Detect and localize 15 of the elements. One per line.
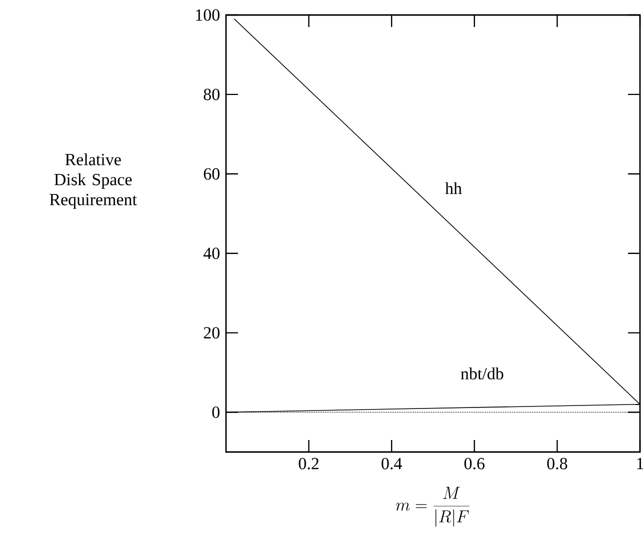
y-tick-label: 40 <box>203 248 220 260</box>
series-label: nbt/db <box>460 367 504 380</box>
x-tick-label: 0.8 <box>547 458 568 470</box>
y-tick-label: 60 <box>204 168 220 180</box>
x-tick-label: 0.4 <box>382 458 402 470</box>
series-label: hh <box>445 182 462 194</box>
y-tick-label: 100 <box>196 9 220 21</box>
y-tick-label: 0 <box>212 406 220 418</box>
x-tick-label: 0.2 <box>298 458 318 470</box>
y-axis-title: Relative Disk Space Requirement <box>50 153 137 209</box>
y-tick-label: 80 <box>204 88 220 100</box>
x-tick-label: 0.6 <box>464 458 485 470</box>
x-tick-label: 1 <box>637 458 643 470</box>
y-tick-label: 20 <box>204 327 220 339</box>
x-axis-title: $m = \frac{M}{|R|F}$ <box>396 486 470 527</box>
